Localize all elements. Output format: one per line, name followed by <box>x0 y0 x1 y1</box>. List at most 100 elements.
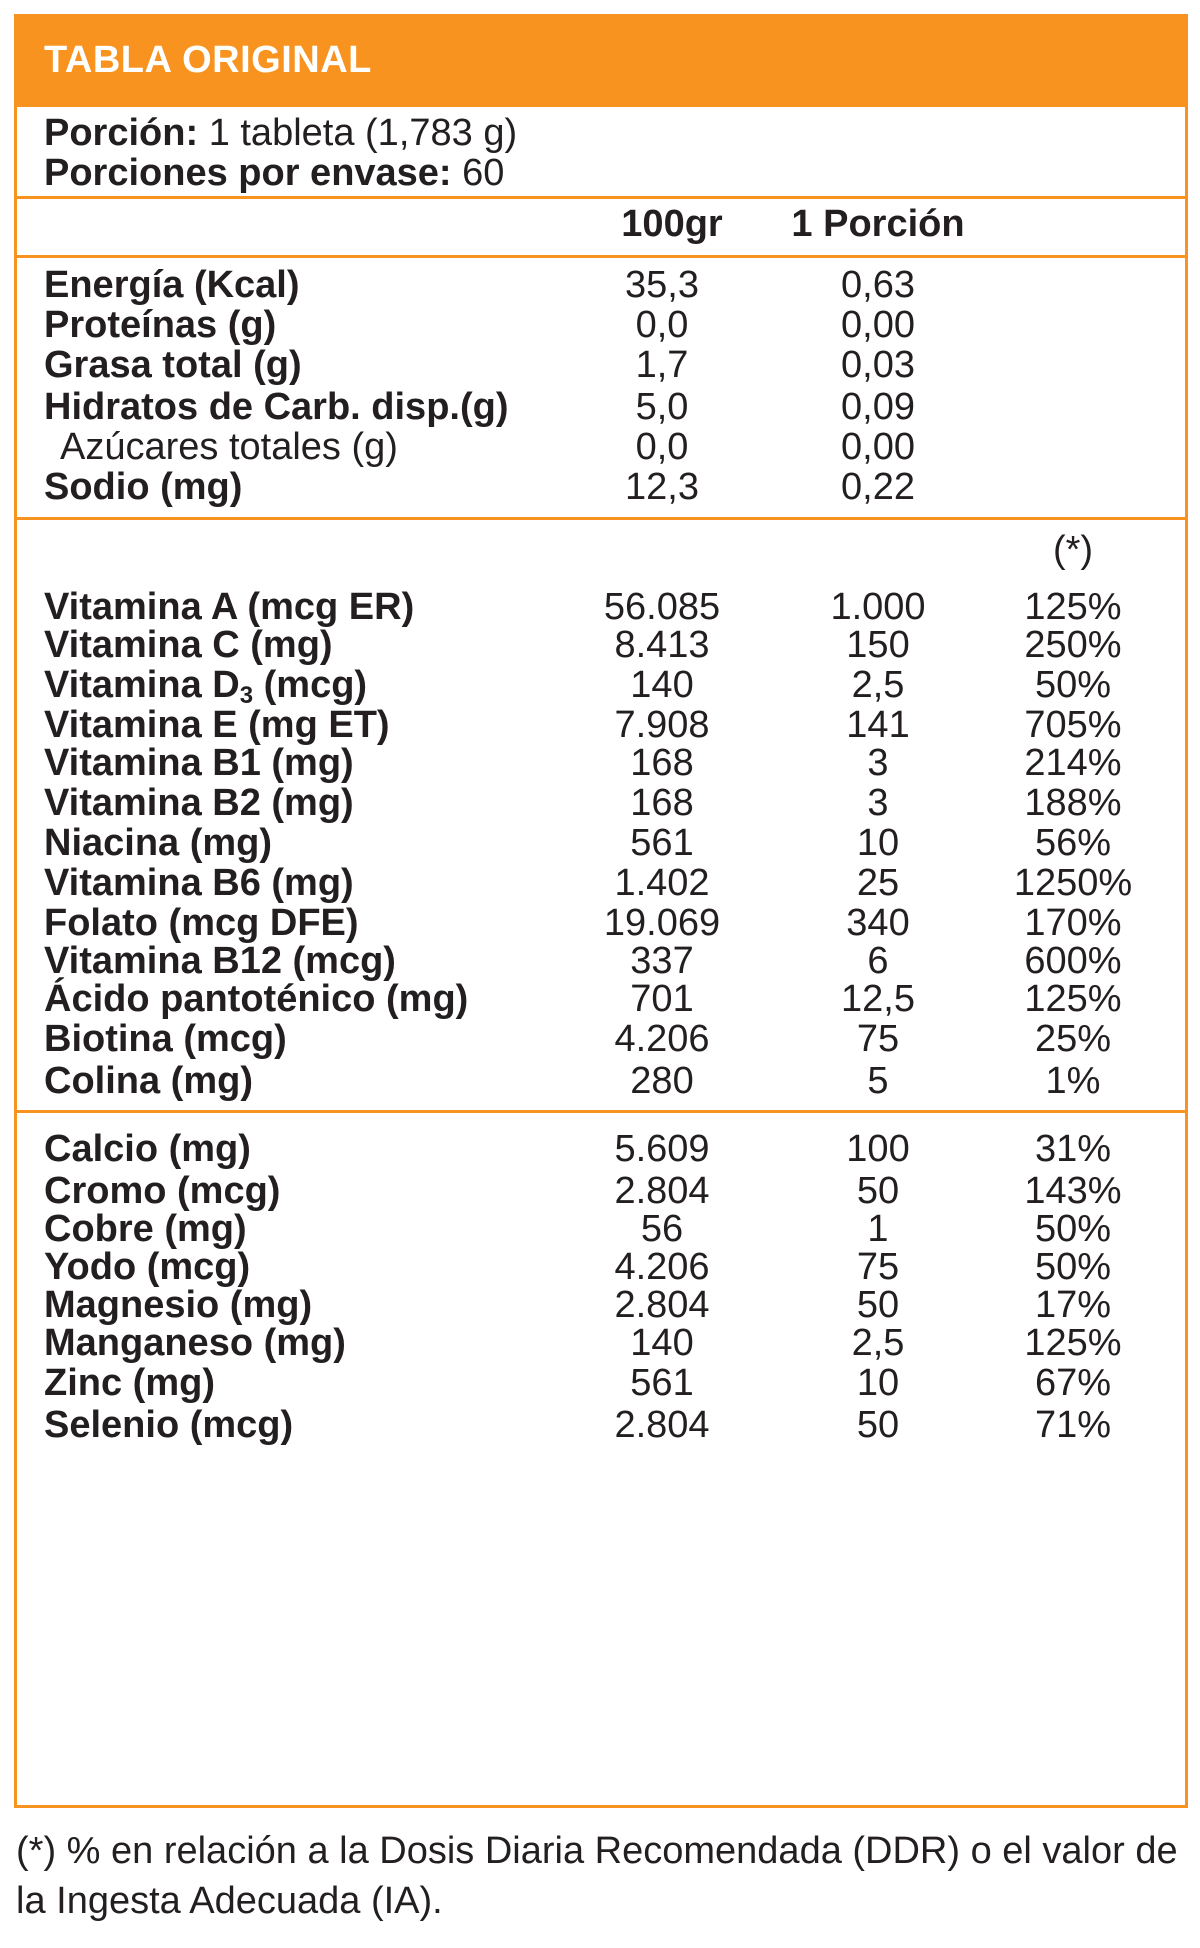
value-portion: 5 <box>867 1060 889 1102</box>
nutrient-label: Sodio (mg) <box>44 466 243 508</box>
nutrient-label: Grasa total (g) <box>44 344 302 386</box>
value-100gr: 168 <box>630 742 694 784</box>
table-row: Cromo (mcg) 2.804 50 143% <box>17 1167 1185 1215</box>
table-row: Calcio (mg) 5.609 100 31% <box>17 1125 1185 1173</box>
value-portion: 50 <box>856 1404 900 1446</box>
value-portion: 50 <box>856 1284 900 1326</box>
nutrient-label: Energía (Kcal) <box>44 264 300 306</box>
nutrient-label: Yodo (mcg) <box>44 1246 251 1288</box>
divider <box>17 255 1185 258</box>
table-row: Folato (mcg DFE) 19.069 340 170% <box>17 899 1185 947</box>
value-ddr-percent: 67% <box>1034 1362 1112 1404</box>
nutrient-label: Vitamina D3 (mcg) <box>44 664 368 709</box>
table-row: Proteínas (g) 0,0 0,00 <box>17 301 1185 349</box>
column-header-100gr: 100gr <box>621 203 723 245</box>
table-row: Vitamina B2 (mg) 168 3 188% <box>17 779 1185 827</box>
nutrient-label: Vitamina B1 (mg) <box>44 742 354 784</box>
divider <box>17 517 1185 520</box>
value-portion: 2,5 <box>851 1322 905 1364</box>
table-row: Azúcares totales (g) 0,0 0,00 <box>17 423 1185 471</box>
value-ddr-percent: 50% <box>1034 1208 1112 1250</box>
value-100gr: 280 <box>630 1060 694 1102</box>
divider <box>17 196 1185 199</box>
value-100gr: 2.804 <box>614 1284 710 1326</box>
table-row: Vitamina A (mcg ER) 56.085 1.000 125% <box>17 583 1185 631</box>
table-row: Cobre (mg) 56 1 50% <box>17 1205 1185 1253</box>
value-ddr-percent: 25% <box>1034 1018 1112 1060</box>
table-row: Energía (Kcal) 35,3 0,63 <box>17 261 1185 309</box>
value-100gr: 1.402 <box>614 862 710 904</box>
nutrient-label: Proteínas (g) <box>44 304 277 346</box>
table-row: Vitamina B6 (mg) 1.402 25 1250% <box>17 859 1185 907</box>
value-100gr: 19.069 <box>603 902 721 944</box>
nutrient-label: Vitamina C (mg) <box>44 624 333 666</box>
per-pack-label: Porciones por envase: <box>44 152 452 194</box>
value-portion: 12,5 <box>841 978 915 1020</box>
table-row: Niacina (mg) 561 10 56% <box>17 819 1185 867</box>
value-ddr-percent: 214% <box>1024 742 1122 784</box>
value-ddr-percent: 17% <box>1034 1284 1112 1326</box>
value-portion: 50 <box>856 1170 900 1212</box>
value-100gr: 561 <box>630 822 694 864</box>
value-100gr: 35,3 <box>625 264 699 306</box>
value-100gr: 701 <box>630 978 694 1020</box>
table-row: Vitamina B12 (mcg) 337 6 600% <box>17 937 1185 985</box>
nutrient-label: Azúcares totales (g) <box>60 426 398 468</box>
value-portion: 6 <box>867 940 889 982</box>
value-ddr-percent: 188% <box>1024 782 1122 824</box>
table-title: TABLA ORIGINAL <box>44 39 372 81</box>
table-row: Vitamina D3 (mcg) 140 2,5 50% <box>17 661 1185 709</box>
value-portion: 75 <box>856 1018 900 1060</box>
value-portion: 150 <box>846 624 910 666</box>
nutrient-label: Colina (mg) <box>44 1060 253 1102</box>
value-portion: 2,5 <box>851 664 905 706</box>
value-portion: 141 <box>846 704 910 746</box>
value-ddr-percent: 705% <box>1024 704 1122 746</box>
table-row: Vitamina E (mg ET) 7.908 141 705% <box>17 701 1185 749</box>
value-portion: 100 <box>846 1128 910 1170</box>
value-portion: 0,09 <box>841 386 915 428</box>
value-ddr-percent: 1250% <box>1013 862 1133 904</box>
value-ddr-percent: 71% <box>1034 1404 1112 1446</box>
table-row: Zinc (mg) 561 10 67% <box>17 1359 1185 1407</box>
nutrient-label: Ácido pantoténico (mg) <box>44 978 469 1020</box>
value-ddr-percent: 50% <box>1034 1246 1112 1288</box>
value-100gr: 5,0 <box>635 386 689 428</box>
value-100gr: 56 <box>640 1208 684 1250</box>
table-row: Ácido pantoténico (mg) 701 12,5 125% <box>17 975 1185 1023</box>
value-ddr-percent: 170% <box>1024 902 1122 944</box>
nutrient-label: Vitamina A (mcg ER) <box>44 586 415 628</box>
value-portion: 0,22 <box>841 466 915 508</box>
value-portion: 3 <box>867 742 889 784</box>
nutrient-label: Niacina (mg) <box>44 822 273 864</box>
portion-label: Porción: <box>44 112 199 154</box>
column-header-portion: 1 Porción <box>791 203 965 245</box>
nutrient-label: Selenio (mcg) <box>44 1404 294 1446</box>
value-100gr: 0,0 <box>635 304 689 346</box>
value-portion: 3 <box>867 782 889 824</box>
value-ddr-percent: 125% <box>1024 586 1122 628</box>
table-row: Selenio (mcg) 2.804 50 71% <box>17 1401 1185 1449</box>
value-ddr-percent: 56% <box>1034 822 1112 864</box>
value-100gr: 2.804 <box>614 1170 710 1212</box>
value-100gr: 140 <box>630 1322 694 1364</box>
serving-size: Porción: 1 tableta (1,783 g) <box>44 109 517 157</box>
label-unit: (mcg) <box>253 664 368 706</box>
value-100gr: 7.908 <box>614 704 710 746</box>
value-portion: 75 <box>856 1246 900 1288</box>
nutrient-label: Hidratos de Carb. disp.(g) <box>44 386 509 428</box>
label-subscript: 3 <box>239 682 254 709</box>
portion-value: 1 tableta (1,783 g) <box>208 112 518 154</box>
value-100gr: 4.206 <box>614 1018 710 1060</box>
nutrient-label: Calcio (mg) <box>44 1128 251 1170</box>
asterisk-column-header: (*) <box>1052 529 1094 571</box>
value-100gr: 8.413 <box>614 624 710 666</box>
table-row: Vitamina C (mg) 8.413 150 250% <box>17 621 1185 669</box>
value-ddr-percent: 125% <box>1024 978 1122 1020</box>
value-portion: 1.000 <box>830 586 926 628</box>
value-ddr-percent: 600% <box>1024 940 1122 982</box>
nutrition-table: TABLA ORIGINAL Porción: 1 tableta (1,783… <box>14 14 1188 1808</box>
nutrient-label: Vitamina B2 (mg) <box>44 782 354 824</box>
value-100gr: 1,7 <box>635 344 689 386</box>
table-row: Biotina (mcg) 4.206 75 25% <box>17 1015 1185 1063</box>
